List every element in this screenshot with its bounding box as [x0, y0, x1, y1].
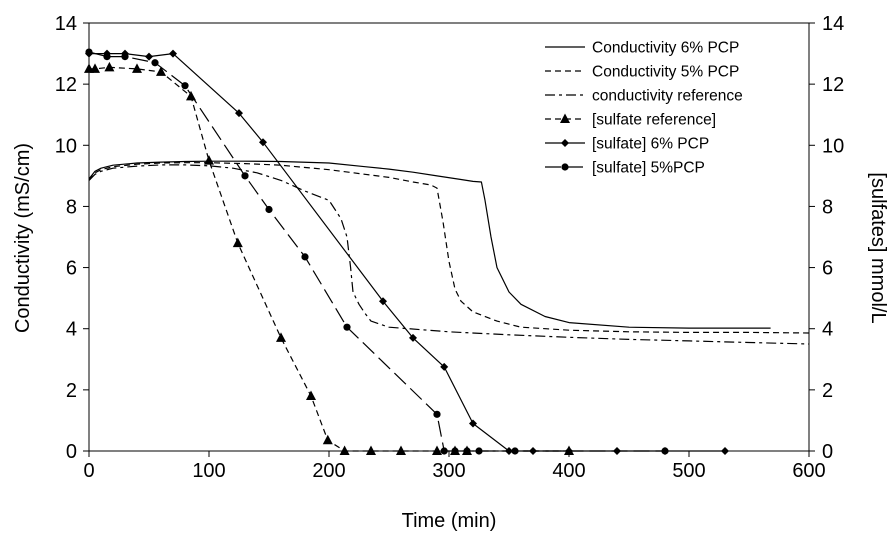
series-line: [88, 160, 771, 329]
series-1: [88, 162, 810, 334]
y-right-tick-label: 4: [822, 319, 833, 341]
legend-label: Conductivity 5% PCP: [592, 64, 739, 81]
y-right-tick-label: 0: [822, 441, 833, 463]
series-0: [88, 160, 771, 329]
legend-item: Conductivity 5% PCP: [545, 64, 739, 81]
data-point: [396, 445, 406, 455]
y-axis-left: 0 2 4 6 8 10 12 14: [55, 13, 89, 463]
y-right-tick-label: 6: [822, 258, 833, 280]
data-point: [721, 447, 729, 455]
legend-item: [sulfate reference]: [545, 112, 716, 129]
y-axis-right-title: [sulfates] mmol/L: [867, 172, 889, 323]
series-line: [88, 51, 665, 452]
legend-marker: [561, 139, 569, 147]
x-tick-label: 0: [83, 460, 94, 482]
data-point: [343, 323, 351, 331]
y-axis-right: 0 2 4 6 8 10 12 14: [809, 13, 844, 463]
data-point: [104, 61, 115, 72]
data-point: [433, 410, 441, 418]
x-tick-label: 100: [192, 460, 225, 482]
data-point: [181, 82, 189, 90]
data-point: [661, 447, 669, 455]
series-5: [85, 48, 669, 455]
x-tick-label: 500: [672, 460, 705, 482]
legend-label: [sulfate reference]: [592, 112, 716, 129]
data-point: [151, 59, 159, 67]
y-left-tick-label: 2: [66, 380, 77, 402]
data-point: [259, 138, 267, 147]
data-point: [322, 434, 333, 445]
legend-label: [sulfate] 6% PCP: [592, 136, 709, 153]
legend-label: conductivity reference: [592, 88, 743, 105]
data-point: [145, 52, 153, 61]
data-point: [451, 447, 459, 455]
y-right-tick-label: 2: [822, 380, 833, 402]
legend-label: [sulfate] 5%PCP: [592, 160, 705, 177]
data-point: [306, 390, 316, 400]
y-left-tick-label: 4: [66, 319, 77, 341]
legend-item: Conductivity 6% PCP: [545, 40, 739, 57]
legend-item: [sulfate] 5%PCP: [545, 160, 705, 177]
data-point: [409, 333, 417, 342]
series-line: [88, 162, 810, 334]
y-right-tick-label: 14: [822, 13, 844, 35]
data-point: [235, 109, 243, 118]
series-line: [89, 66, 569, 452]
data-point: [469, 419, 477, 428]
data-point: [156, 66, 166, 76]
data-point: [276, 332, 286, 342]
legend: Conductivity 6% PCP Conductivity 5% PCP co…: [545, 40, 743, 177]
series-4: [85, 49, 729, 455]
data-point: [339, 445, 350, 455]
data-point: [132, 63, 142, 73]
data-point: [463, 447, 471, 455]
legend-item: conductivity reference: [545, 88, 743, 105]
y-right-tick-label: 10: [822, 135, 844, 157]
legend-item: [sulfate] 6% PCP: [545, 136, 709, 153]
legend-marker: [560, 113, 570, 123]
x-axis-title: Time (min): [402, 510, 497, 532]
data-point: [379, 297, 387, 306]
y-left-tick-label: 14: [55, 13, 77, 35]
data-point: [432, 445, 442, 455]
data-point: [366, 445, 376, 455]
legend-label: Conductivity 6% PCP: [592, 40, 739, 57]
legend-marker: [561, 163, 569, 171]
series-2: [88, 164, 810, 345]
y-left-tick-label: 10: [55, 135, 77, 157]
y-left-tick-label: 0: [66, 441, 77, 463]
y-axis-left-title: Conductivity (mS/cm): [12, 143, 34, 333]
x-tick-label: 300: [432, 460, 465, 482]
data-point: [169, 49, 177, 58]
x-tick-label: 600: [792, 460, 825, 482]
data-point: [511, 447, 519, 455]
data-point: [204, 155, 214, 165]
data-point: [475, 447, 483, 455]
y-right-tick-label: 8: [822, 196, 833, 218]
data-point: [301, 253, 309, 261]
data-point: [103, 53, 111, 61]
series-layer: [84, 48, 810, 455]
series-3: [84, 61, 574, 455]
data-point: [265, 205, 273, 214]
data-point: [90, 63, 100, 73]
x-tick-label: 400: [552, 460, 585, 482]
data-point: [241, 172, 249, 180]
x-axis: 0 100 200 300 400 500 600: [83, 451, 826, 482]
y-left-tick-label: 8: [66, 196, 77, 218]
data-point: [121, 53, 129, 61]
series-line: [88, 164, 810, 345]
data-point: [440, 362, 449, 371]
data-point: [232, 237, 243, 248]
data-point: [85, 48, 93, 56]
y-left-tick-label: 6: [66, 258, 77, 280]
x-tick-label: 200: [312, 460, 345, 482]
y-right-tick-label: 12: [822, 74, 844, 96]
y-left-tick-label: 12: [55, 74, 77, 96]
data-point: [440, 447, 448, 455]
